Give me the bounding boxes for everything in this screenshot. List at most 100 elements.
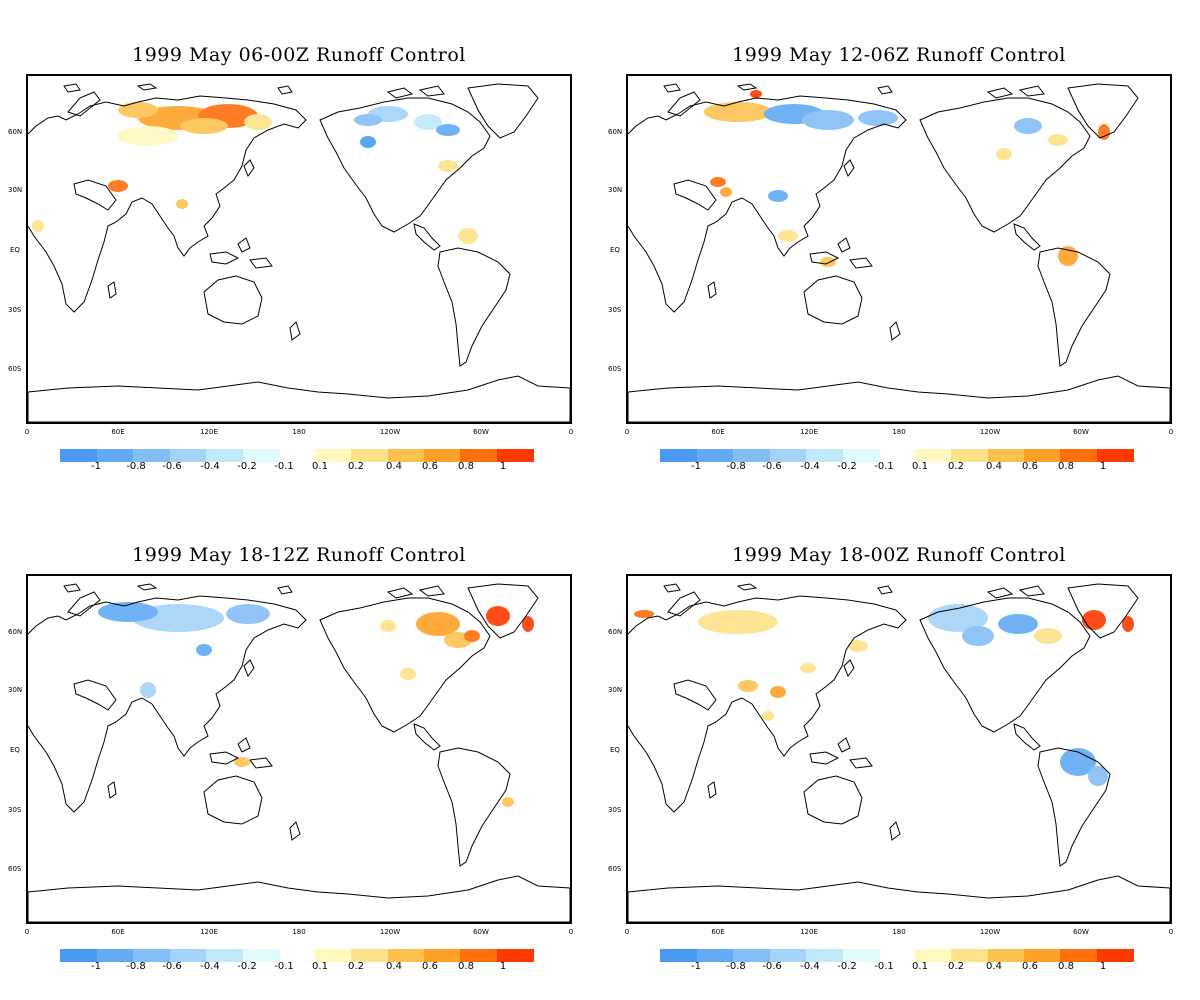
colorbar: [60, 449, 544, 463]
lon-label-60w: 60W: [1073, 428, 1089, 436]
colorbar-swatch-positive: [424, 949, 461, 962]
colorbar-label: -0.2: [837, 961, 857, 972]
positive-anomaly-patch: [502, 797, 514, 807]
world-map: [628, 83, 1170, 422]
colorbar-label: -0.6: [762, 461, 782, 472]
coastline: [63, 583, 81, 593]
colorbar-label: 0.4: [986, 461, 1002, 472]
lon-label-60e: 60E: [711, 428, 725, 436]
positive-anomaly-patch: [770, 686, 786, 698]
panel-title: 1999 May 18-00Z Runoff Control: [732, 544, 1066, 566]
colorbar-label: 0.1: [912, 961, 928, 972]
colorbar-label: 0.6: [422, 461, 438, 472]
coastline: [237, 237, 251, 253]
colorbar-label: -0.8: [726, 961, 746, 972]
coastline: [249, 757, 273, 769]
colorbar-swatch-positive: [915, 949, 952, 962]
lat-label-30s: 30S: [8, 306, 22, 314]
lon-label-0: 0: [624, 428, 630, 436]
colorbar-label: -0.6: [762, 961, 782, 972]
positive-anomaly-patch: [380, 620, 396, 632]
coastline: [1013, 723, 1041, 751]
world-map: [28, 583, 570, 922]
coastline: [28, 595, 307, 813]
lon-label-60w: 60W: [473, 428, 489, 436]
colorbar-label: -1: [691, 461, 701, 472]
coastline: [319, 597, 491, 733]
lat-label-30s: 30S: [608, 306, 622, 314]
lon-label-120w: 120W: [379, 428, 401, 436]
colorbar-swatch-positive: [315, 949, 352, 962]
colorbar-label: -0.2: [237, 961, 257, 972]
lon-label-180: 180: [292, 928, 306, 936]
lon-label-120w: 120W: [379, 928, 401, 936]
colorbar-swatch-negative: [660, 449, 697, 462]
colorbar-label: 0.4: [386, 461, 402, 472]
coastline: [919, 597, 1091, 733]
map-frame: [26, 74, 572, 424]
colorbar-swatch-negative: [243, 949, 280, 962]
colorbar-label: 0.2: [348, 961, 364, 972]
positive-anomaly-patch: [720, 187, 732, 197]
coastline: [809, 751, 840, 765]
coastline: [667, 91, 701, 117]
coastline: [237, 737, 251, 753]
colorbar: [660, 949, 1144, 963]
coastline: [67, 591, 101, 617]
coastline: [1018, 585, 1045, 597]
negative-anomaly-patch: [98, 602, 158, 622]
coastline: [1037, 247, 1111, 367]
coastline: [107, 281, 117, 299]
lon-label-120w: 120W: [979, 428, 1001, 436]
coastline: [289, 821, 301, 841]
anomaly-layer: [634, 604, 1134, 786]
positive-anomaly-patch: [738, 680, 758, 692]
colorbar-swatch-negative: [133, 449, 170, 462]
coastline: [849, 257, 873, 269]
lon-label-180: 180: [892, 928, 906, 936]
coastline: [28, 875, 570, 922]
positive-anomaly-patch: [820, 257, 836, 267]
negative-anomaly-patch: [140, 682, 156, 698]
colorbar-label: 0.4: [386, 961, 402, 972]
positive-anomaly-patch: [118, 102, 158, 118]
negative-anomaly-patch: [1014, 118, 1042, 134]
colorbar-label: 0.8: [458, 461, 474, 472]
colorbar-swatch-negative: [206, 449, 243, 462]
colorbar-swatch-negative: [733, 949, 770, 962]
colorbar-swatch-negative: [770, 449, 807, 462]
coastline: [467, 583, 539, 639]
colorbar-swatch-positive: [1024, 949, 1061, 962]
colorbar-swatch-negative: [243, 449, 280, 462]
lon-label-60w: 60W: [1073, 928, 1089, 936]
lon-label-120e: 120E: [200, 928, 218, 936]
map-panel-1: 1999 May 06-00Z Runoff Control 60N 30N E…: [0, 0, 600, 500]
coastline: [467, 83, 539, 139]
coastline: [243, 159, 255, 178]
lat-label-60s: 60S: [8, 365, 22, 373]
coastline: [849, 757, 873, 769]
anomaly-layer: [98, 602, 534, 807]
map-frame: [626, 74, 1172, 424]
positive-anomaly-patch: [698, 610, 778, 634]
colorbar-swatch-positive: [388, 949, 425, 962]
coastline: [386, 587, 414, 599]
coastline: [803, 775, 863, 825]
lat-label-30n: 30N: [8, 686, 23, 694]
lon-label-60e: 60E: [111, 428, 125, 436]
colorbar-swatch-positive: [460, 949, 497, 962]
positive-anomaly-patch: [750, 90, 762, 98]
lon-label-120e: 120E: [800, 928, 818, 936]
coastline: [209, 751, 240, 765]
panel-title: 1999 May 18-12Z Runoff Control: [132, 544, 466, 566]
colorbar-swatch-negative: [97, 449, 134, 462]
coastline: [919, 97, 1091, 233]
colorbar-swatch-positive: [1060, 449, 1097, 462]
positive-anomaly-patch: [244, 114, 272, 130]
coastline: [628, 875, 1170, 922]
panel-title: 1999 May 06-00Z Runoff Control: [132, 44, 466, 66]
anomaly-layer: [704, 90, 1110, 267]
colorbar-swatch-negative: [843, 449, 880, 462]
negative-anomaly-patch: [436, 124, 460, 136]
positive-anomaly-patch: [180, 118, 228, 134]
